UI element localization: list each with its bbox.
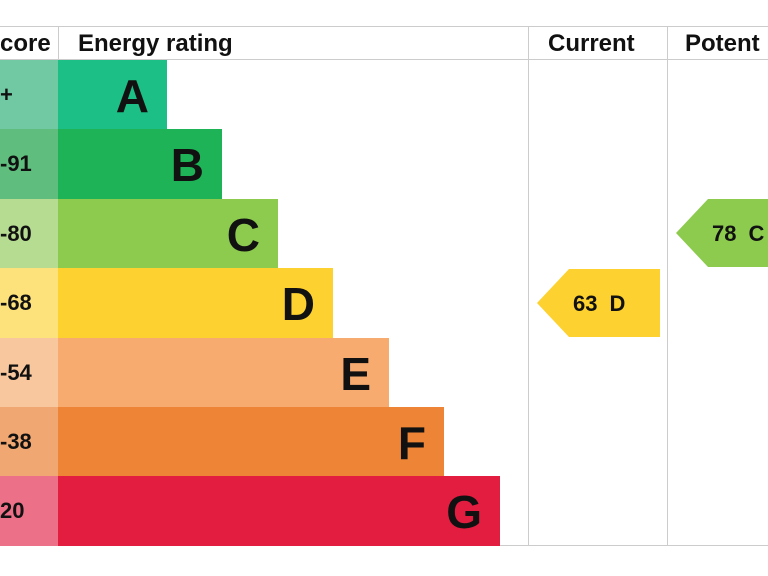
rating-bar: D [58, 268, 333, 338]
score-range: -91 [0, 129, 58, 199]
rating-letter: E [340, 347, 371, 400]
current-label: 63 D [573, 269, 637, 338]
column-border [528, 26, 529, 546]
current-letter: D [609, 290, 626, 316]
rating-bar: B [58, 129, 222, 199]
potential-header: Potent [685, 30, 760, 57]
table-border [0, 26, 768, 27]
rating-bar: E [58, 337, 389, 407]
arrow-fill [537, 268, 660, 337]
rating-letter: G [446, 486, 482, 539]
arrow-fill [676, 199, 768, 268]
score-range: + [0, 60, 58, 130]
rating-bar: C [58, 198, 278, 269]
score-range: -80 [0, 198, 58, 269]
rating-letter: B [170, 139, 204, 192]
column-border [667, 26, 668, 546]
rating-bar: A [58, 60, 167, 130]
rating-letter: F [397, 417, 426, 469]
score-range: -68 [0, 268, 58, 338]
rating-letter: D [281, 278, 315, 331]
potential-rating-arrow: 78 C [676, 199, 768, 268]
potential-label: 78 C [712, 199, 768, 268]
potential-letter: C [748, 221, 765, 247]
rating-letter: C [226, 208, 260, 261]
rating-bar: G [58, 476, 500, 546]
rating-letter: A [115, 70, 149, 122]
table-border [0, 59, 768, 60]
potential-score: 78 [712, 221, 737, 247]
arrow-shape [537, 268, 660, 337]
current-header: Current [548, 30, 635, 57]
score-header: core [0, 30, 51, 57]
current-rating-arrow: 63 D [537, 268, 660, 338]
current-score: 63 [573, 290, 598, 316]
rating-header: Energy rating [78, 30, 233, 57]
score-range: -38 [0, 407, 58, 477]
score-range: 20 [0, 476, 58, 546]
score-range: -54 [0, 337, 58, 407]
rating-bar: F [58, 407, 444, 477]
arrow-shape [676, 199, 768, 268]
